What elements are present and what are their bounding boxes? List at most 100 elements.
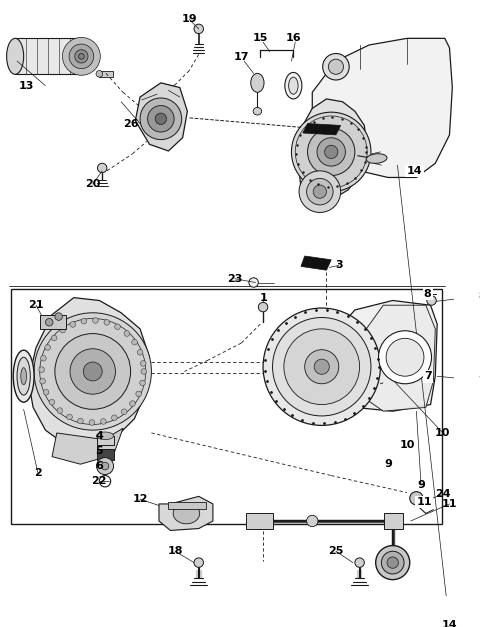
- Text: 8: 8: [479, 291, 480, 301]
- Ellipse shape: [17, 357, 30, 395]
- Text: 5: 5: [96, 446, 103, 456]
- Circle shape: [132, 339, 137, 345]
- Circle shape: [194, 558, 204, 567]
- Bar: [96, 449, 114, 460]
- Ellipse shape: [251, 73, 264, 92]
- Text: 7: 7: [479, 376, 480, 386]
- Circle shape: [194, 24, 204, 34]
- Circle shape: [317, 138, 346, 166]
- Bar: [246, 514, 273, 529]
- Polygon shape: [15, 38, 82, 75]
- Circle shape: [386, 339, 424, 376]
- Circle shape: [67, 414, 72, 420]
- Circle shape: [427, 296, 436, 305]
- Circle shape: [141, 369, 147, 374]
- Circle shape: [97, 163, 107, 172]
- Circle shape: [111, 415, 117, 421]
- Text: 10: 10: [435, 428, 451, 438]
- Circle shape: [51, 335, 57, 340]
- Circle shape: [55, 334, 131, 409]
- Ellipse shape: [73, 38, 90, 75]
- Circle shape: [104, 320, 109, 325]
- Ellipse shape: [253, 107, 262, 115]
- Polygon shape: [159, 497, 213, 530]
- Bar: [12, 289, 442, 524]
- Circle shape: [140, 380, 145, 386]
- Circle shape: [78, 418, 83, 424]
- Circle shape: [148, 105, 174, 132]
- Circle shape: [307, 515, 318, 527]
- Text: 25: 25: [328, 546, 344, 556]
- Circle shape: [57, 408, 63, 413]
- Text: 26: 26: [123, 119, 138, 129]
- Circle shape: [291, 112, 371, 192]
- Circle shape: [121, 409, 127, 414]
- Circle shape: [49, 399, 55, 405]
- Circle shape: [70, 322, 76, 327]
- Circle shape: [46, 319, 53, 326]
- Circle shape: [115, 324, 120, 330]
- Circle shape: [308, 129, 355, 176]
- Circle shape: [69, 44, 94, 68]
- Text: 22: 22: [92, 477, 107, 486]
- Circle shape: [39, 367, 45, 372]
- Circle shape: [124, 330, 130, 336]
- Text: 3: 3: [335, 260, 343, 270]
- Text: 2: 2: [34, 468, 42, 478]
- Text: 12: 12: [132, 494, 148, 504]
- Ellipse shape: [288, 77, 298, 94]
- Circle shape: [43, 389, 49, 395]
- Polygon shape: [333, 300, 437, 411]
- Circle shape: [130, 401, 135, 406]
- Text: 24: 24: [435, 490, 451, 500]
- Circle shape: [249, 278, 258, 287]
- Text: 17: 17: [234, 52, 249, 62]
- Circle shape: [40, 356, 46, 361]
- Text: 6: 6: [96, 461, 103, 471]
- Text: 9: 9: [417, 480, 425, 490]
- Circle shape: [137, 349, 143, 355]
- Circle shape: [313, 185, 326, 198]
- Polygon shape: [312, 38, 452, 177]
- Circle shape: [140, 98, 182, 140]
- Bar: [99, 70, 113, 77]
- Circle shape: [314, 359, 329, 374]
- Polygon shape: [298, 99, 367, 201]
- Bar: [384, 514, 403, 529]
- Text: 14: 14: [442, 620, 457, 627]
- Circle shape: [34, 313, 151, 430]
- Circle shape: [307, 179, 333, 205]
- Text: 11: 11: [416, 497, 432, 507]
- Polygon shape: [168, 502, 206, 508]
- Polygon shape: [52, 428, 123, 464]
- Circle shape: [45, 345, 50, 350]
- Ellipse shape: [173, 503, 200, 524]
- Text: 23: 23: [227, 274, 242, 284]
- Circle shape: [40, 319, 146, 424]
- Circle shape: [284, 329, 360, 404]
- Circle shape: [328, 59, 344, 75]
- Text: 4: 4: [96, 431, 103, 441]
- Circle shape: [305, 350, 339, 384]
- Ellipse shape: [13, 350, 34, 402]
- Polygon shape: [303, 124, 341, 135]
- Text: 13: 13: [19, 81, 34, 91]
- Circle shape: [381, 551, 404, 574]
- Ellipse shape: [285, 73, 302, 99]
- Circle shape: [273, 317, 371, 416]
- Polygon shape: [361, 305, 435, 411]
- Text: 20: 20: [85, 179, 100, 189]
- Circle shape: [79, 53, 84, 59]
- Text: 10: 10: [399, 440, 415, 450]
- Polygon shape: [40, 315, 66, 329]
- Circle shape: [101, 462, 109, 470]
- Circle shape: [83, 362, 102, 381]
- Circle shape: [70, 349, 116, 394]
- Circle shape: [93, 318, 98, 324]
- Ellipse shape: [96, 70, 103, 77]
- Circle shape: [258, 302, 268, 312]
- Ellipse shape: [366, 154, 387, 164]
- Circle shape: [96, 458, 114, 475]
- Text: 16: 16: [286, 33, 301, 43]
- Circle shape: [387, 557, 398, 568]
